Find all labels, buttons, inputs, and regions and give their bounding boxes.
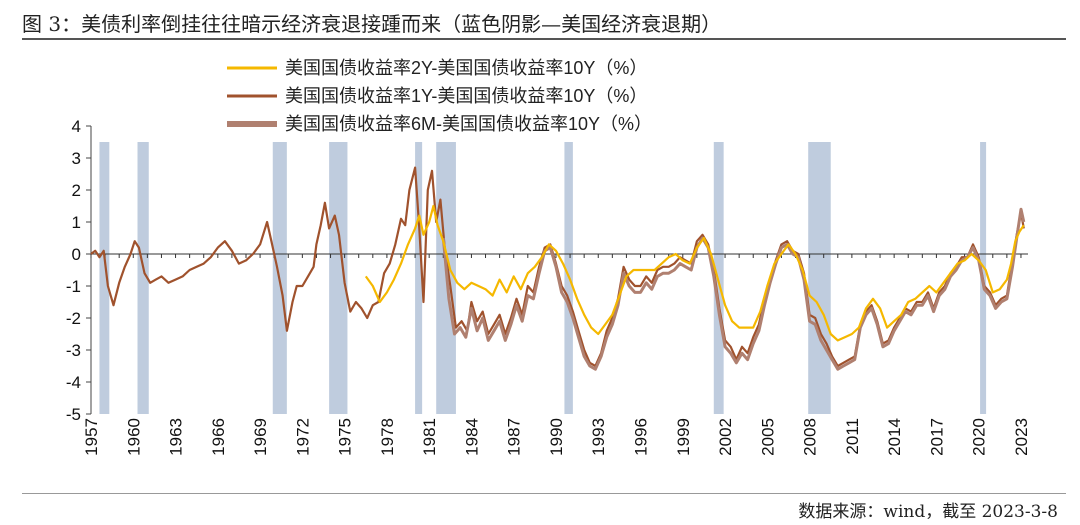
recession-bands xyxy=(99,142,987,414)
y-tick-label: -3 xyxy=(66,341,81,360)
x-tick-label: 1978 xyxy=(378,418,397,456)
series-line-2 xyxy=(441,207,1026,371)
y-tick-label: -4 xyxy=(66,373,81,392)
title-bar: 图 3：美债利率倒挂往往暗示经济衰退接踵而来（蓝色阴影—美国经济衰退期） xyxy=(0,0,1080,40)
series-line-0 xyxy=(364,204,1025,342)
y-tick-label: 0 xyxy=(72,245,81,264)
recession-band-4 xyxy=(415,142,423,414)
x-tick-label: 1975 xyxy=(336,418,355,456)
legend-label-2: 美国国债收益率6M-美国国债收益率10Y（%） xyxy=(285,114,652,134)
recession-band-7 xyxy=(713,142,724,414)
title-divider xyxy=(22,38,1066,40)
recession-band-3 xyxy=(329,142,348,414)
x-tick-label: 1972 xyxy=(293,418,312,456)
y-tick-label: 4 xyxy=(72,117,81,136)
source-note: 数据来源：wind，截至 2023-3-8 xyxy=(798,502,1058,522)
y-tick-label: -2 xyxy=(66,309,81,328)
recession-band-1 xyxy=(137,142,149,414)
x-tick-label: 2020 xyxy=(970,418,989,456)
x-tick-label: 1996 xyxy=(632,418,651,456)
legend-label-1: 美国国债收益率1Y-美国国债收益率10Y（%） xyxy=(285,86,647,106)
x-tick-label: 1999 xyxy=(674,418,693,456)
x-tick-label: 1960 xyxy=(124,418,143,456)
x-tick-label: 1966 xyxy=(209,418,228,456)
x-tick-label: 1984 xyxy=(462,418,481,456)
x-tick-label: 2017 xyxy=(927,418,946,456)
x-tick-label: 1963 xyxy=(167,418,186,456)
x-tick-label: 1969 xyxy=(251,418,270,456)
x-tick-label: 2002 xyxy=(716,418,735,456)
y-tick-label: -1 xyxy=(66,277,81,296)
chart-caption: 图 3：美债利率倒挂往往暗示经济衰退接踵而来（蓝色阴影—美国经济衰退期） xyxy=(22,12,722,36)
legend-label-0: 美国国债收益率2Y-美国国债收益率10Y（%） xyxy=(285,58,647,78)
chart-frame: 4 3 2 1 0 -1 -2 -3 -4 -5 1957 1960 1963 1966 1969 1972 1… xyxy=(22,41,1066,494)
series-lines xyxy=(90,166,1026,371)
legend: 美国国债收益率2Y-美国国债收益率10Y（%） 美国国债收益率1Y-美国国债收益率… xyxy=(227,58,652,134)
recession-band-8 xyxy=(808,142,831,414)
x-tick-label: 2005 xyxy=(758,418,777,456)
x-tick-label: 2023 xyxy=(1012,418,1031,456)
x-tick-label: 2008 xyxy=(801,418,820,456)
y-tick-label: 1 xyxy=(72,213,81,232)
y-tick-label: -5 xyxy=(66,405,81,424)
x-tick-label: 1957 xyxy=(82,418,101,456)
x-tick-label: 1981 xyxy=(420,418,439,456)
x-tick-label: 1987 xyxy=(505,418,524,456)
x-tick-label: 2014 xyxy=(885,418,904,456)
recession-band-0 xyxy=(99,142,110,414)
x-tick-label: 2011 xyxy=(843,418,862,455)
y-tick-label: 2 xyxy=(72,181,81,200)
y-tick-label: 3 xyxy=(72,149,81,168)
x-tick-label: 1993 xyxy=(589,418,608,456)
x-tick-label: 1990 xyxy=(547,418,566,456)
